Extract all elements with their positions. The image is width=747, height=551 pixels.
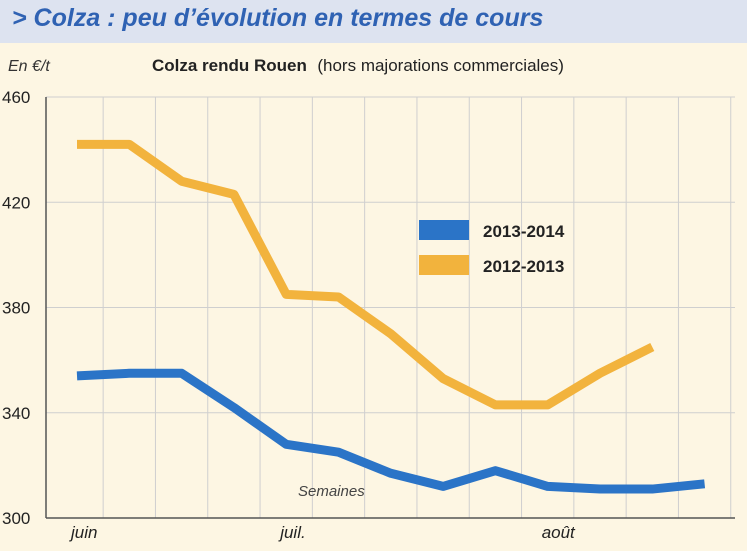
y-tick-label: 420: [2, 193, 30, 212]
legend-swatch-2012-2013: [419, 255, 469, 275]
x-tick-label: août: [542, 523, 576, 542]
series-lines: [76, 139, 706, 494]
x-tick-label: juil.: [278, 523, 306, 542]
title-bar: > Colza : peu d’évolution en termes de c…: [0, 0, 747, 43]
y-tick-label: 460: [2, 88, 30, 107]
series-line-2013-2014: [76, 368, 706, 494]
y-axis-unit: En €/t: [8, 58, 50, 75]
y-tick-label: 340: [2, 404, 30, 423]
x-tick-labels: juin juil. août: [69, 523, 576, 542]
legend-label-2012-2013: 2012-2013: [483, 257, 564, 276]
y-tick-labels: 300 340 380 420 460: [2, 88, 30, 528]
legend-label-2013-2014: 2013-2014: [483, 222, 565, 241]
y-tick-label: 300: [2, 509, 30, 528]
series-line-2012-2013: [77, 139, 655, 410]
chart-title-main: Colza rendu Rouen: [152, 56, 307, 75]
y-tick-label: 380: [2, 299, 30, 318]
x-axis-label: Semaines: [298, 483, 365, 500]
x-tick-label: juin: [69, 523, 97, 542]
chart-subtitle: (hors majorations commerciales): [317, 56, 564, 75]
page-title: > Colza : peu d’évolution en termes de c…: [12, 4, 544, 32]
chart-title: Colza rendu Rouen (hors majorations comm…: [152, 56, 564, 75]
legend: 2013-2014 2012-2013: [419, 220, 565, 276]
legend-swatch-2013-2014: [419, 220, 469, 240]
